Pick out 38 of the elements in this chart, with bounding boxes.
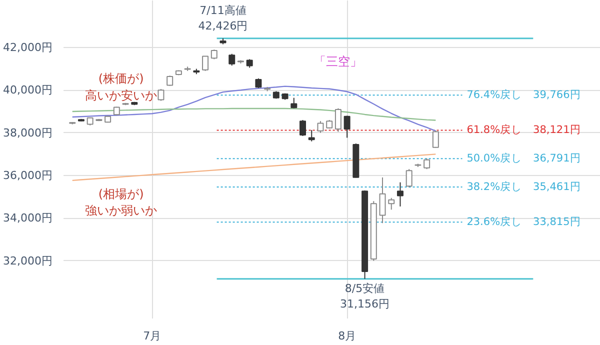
candlestick xyxy=(317,120,324,134)
candlestick xyxy=(396,182,404,207)
ref-line-label: 76.4%戻し 39,766円 xyxy=(466,88,581,102)
y-tick-label: 34,000円 xyxy=(3,212,53,225)
candlestick xyxy=(202,55,209,72)
y-tick-label: 40,000円 xyxy=(3,84,53,97)
annotation: 「三空」 xyxy=(314,54,362,68)
ref-line-label: 61.8%戻し 38,121円 xyxy=(466,123,581,136)
candlestick xyxy=(424,158,430,170)
ref-line-label: 38.2%戻し 35,461円 xyxy=(466,180,581,194)
candlestick xyxy=(334,108,342,132)
candlestick xyxy=(388,197,395,210)
line-series xyxy=(72,154,436,182)
x-tick-label: 7月 xyxy=(143,330,162,342)
ref-line-label: 23.6%戻し 33,815円 xyxy=(466,215,581,228)
candlestick xyxy=(210,49,218,60)
candlestick xyxy=(432,130,439,148)
candlestick xyxy=(255,78,262,89)
candlestick xyxy=(406,168,412,188)
y-tick-label: 36,000円 xyxy=(3,169,53,182)
candlestick xyxy=(308,130,315,142)
y-tick-label: 42,000円 xyxy=(3,40,53,54)
annotation: (相場が) 強いか弱いか xyxy=(85,186,158,218)
annotation: (株価が) 高いか安いか xyxy=(85,72,158,102)
candlestick xyxy=(290,97,298,109)
y-tick-label: 38,000円 xyxy=(3,126,53,140)
ref-line-label: 50.0%戻し 36,791円 xyxy=(466,152,581,165)
annotation: 8/5安値 31,156円 xyxy=(340,282,390,310)
candlestick xyxy=(228,53,236,66)
candlestick xyxy=(158,88,164,102)
candlestick xyxy=(344,115,350,138)
y-tick-label: 32,000円 xyxy=(3,254,53,268)
candlestick xyxy=(379,176,386,224)
candlestick xyxy=(166,75,174,86)
line-series xyxy=(72,86,436,132)
x-tick-label: 8月 xyxy=(338,330,356,342)
candlestick xyxy=(300,120,306,137)
annotation: 7/11高値 42,426円 xyxy=(198,4,248,32)
